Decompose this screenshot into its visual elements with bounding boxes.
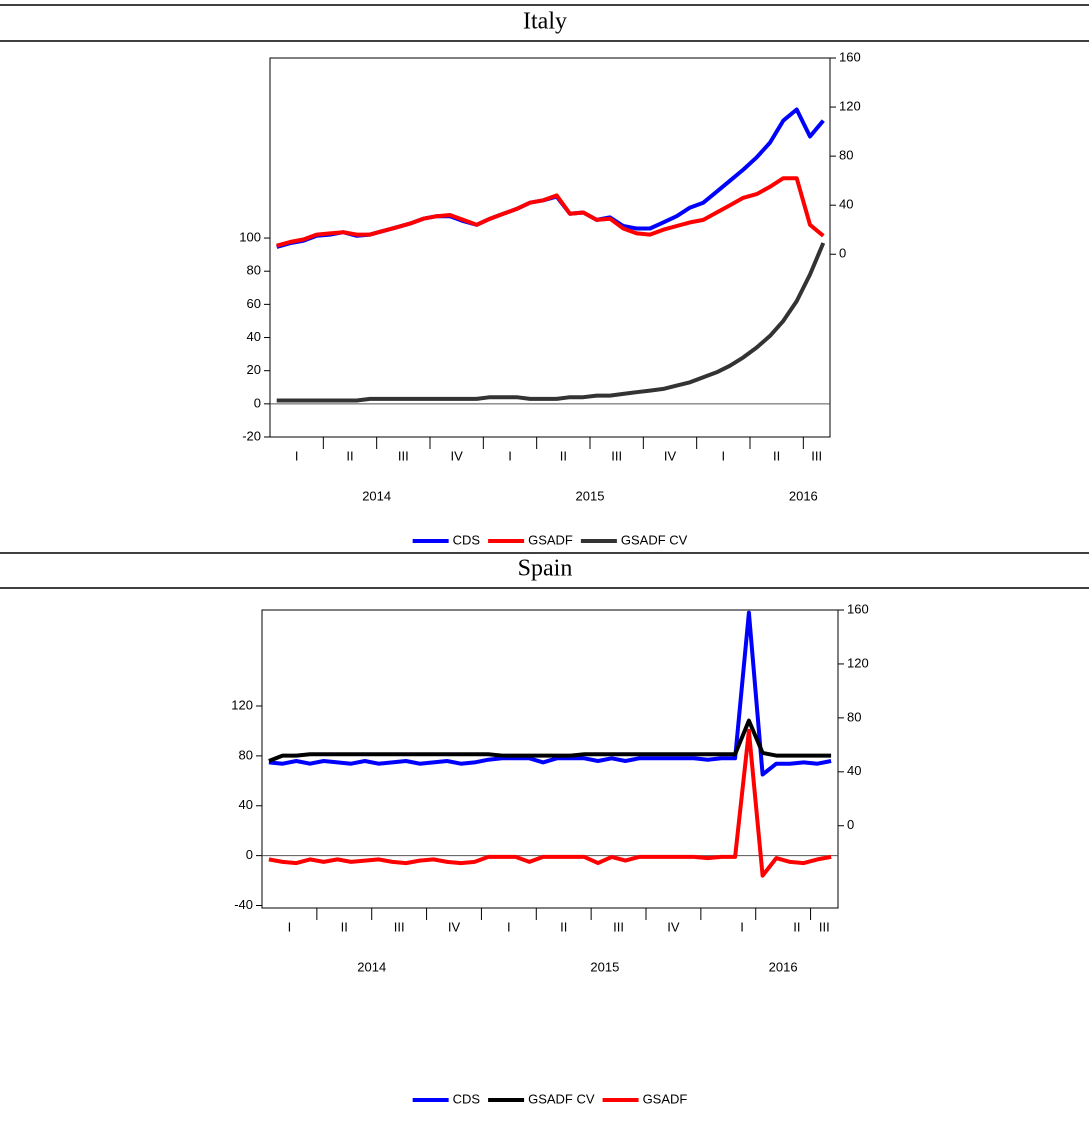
- x-group-label: 2015: [590, 959, 619, 974]
- y2-tick-label: 0: [847, 817, 854, 832]
- x-tick-label: II: [341, 919, 348, 934]
- x-tick-label: II: [560, 448, 567, 463]
- y2-tick-label: 0: [839, 246, 846, 261]
- x-tick-label: I: [507, 919, 511, 934]
- y-tick-label: 0: [254, 395, 261, 410]
- plot-frame: [269, 57, 831, 438]
- x-group-label: 2015: [576, 488, 605, 503]
- x-tick-label: III: [398, 448, 409, 463]
- y2-tick-label: 80: [847, 709, 861, 724]
- x-tick-label: I: [508, 448, 512, 463]
- legend-label: GSADF: [528, 532, 573, 547]
- x-tick-label: IV: [667, 919, 680, 934]
- x-tick-label: III: [613, 919, 624, 934]
- y-tick-label: 20: [247, 362, 261, 377]
- x-group-label: 2014: [362, 488, 391, 503]
- y-tick-label: 0: [246, 847, 253, 862]
- y2-tick-label: 120: [847, 655, 869, 670]
- x-tick-label: I: [722, 448, 726, 463]
- legend-label: GSADF CV: [528, 1091, 595, 1106]
- y-tick-label: 60: [247, 296, 261, 311]
- x-group-label: 2016: [789, 488, 818, 503]
- y-tick-label: 80: [239, 747, 253, 762]
- legend: CDS GSADF GSADF CV: [412, 532, 688, 547]
- x-tick-label: III: [819, 919, 830, 934]
- x-tick-label: III: [611, 448, 622, 463]
- x-tick-label: IV: [664, 448, 677, 463]
- series-line: [268, 610, 832, 777]
- x-tick-label: III: [394, 919, 405, 934]
- y2-tick-label: 40: [847, 763, 861, 778]
- legend-label: GSADF CV: [621, 532, 688, 547]
- y2-tick-label: 160: [839, 49, 861, 64]
- x-group-label: 2014: [357, 959, 386, 974]
- y2-tick-label: 40: [839, 197, 853, 212]
- x-group-label: 2016: [769, 959, 798, 974]
- legend-label: CDS: [453, 532, 481, 547]
- y-tick-label: -20: [242, 428, 261, 443]
- series-line: [268, 728, 832, 878]
- x-tick-label: II: [346, 448, 353, 463]
- chart-title: Italy: [523, 9, 567, 35]
- x-tick-label: II: [773, 448, 780, 463]
- x-tick-label: I: [295, 448, 299, 463]
- y2-tick-label: 160: [847, 601, 869, 616]
- x-tick-label: III: [811, 448, 822, 463]
- y-tick-label: 80: [247, 263, 261, 278]
- y-tick-label: -40: [234, 897, 253, 912]
- x-tick-label: I: [740, 919, 744, 934]
- legend-label: CDS: [453, 1091, 481, 1106]
- y2-tick-label: 120: [839, 98, 861, 113]
- plot-frame: [261, 609, 839, 909]
- series-line: [276, 107, 825, 249]
- x-tick-label: IV: [448, 919, 461, 934]
- x-tick-label: IV: [451, 448, 464, 463]
- series-line: [276, 176, 825, 248]
- series-line: [276, 242, 826, 403]
- x-tick-label: II: [560, 919, 567, 934]
- x-tick-label: I: [288, 919, 292, 934]
- x-tick-label: II: [793, 919, 800, 934]
- y-tick-label: 40: [247, 329, 261, 344]
- y-tick-label: 100: [239, 229, 261, 244]
- legend-label: GSADF: [643, 1091, 688, 1106]
- y2-tick-label: 80: [839, 148, 853, 163]
- chart-title: Spain: [518, 556, 573, 582]
- y-tick-label: 40: [239, 797, 253, 812]
- series-line: [268, 718, 832, 763]
- legend: CDS GSADF CV GSADF: [412, 1091, 688, 1106]
- y-tick-label: 120: [231, 697, 253, 712]
